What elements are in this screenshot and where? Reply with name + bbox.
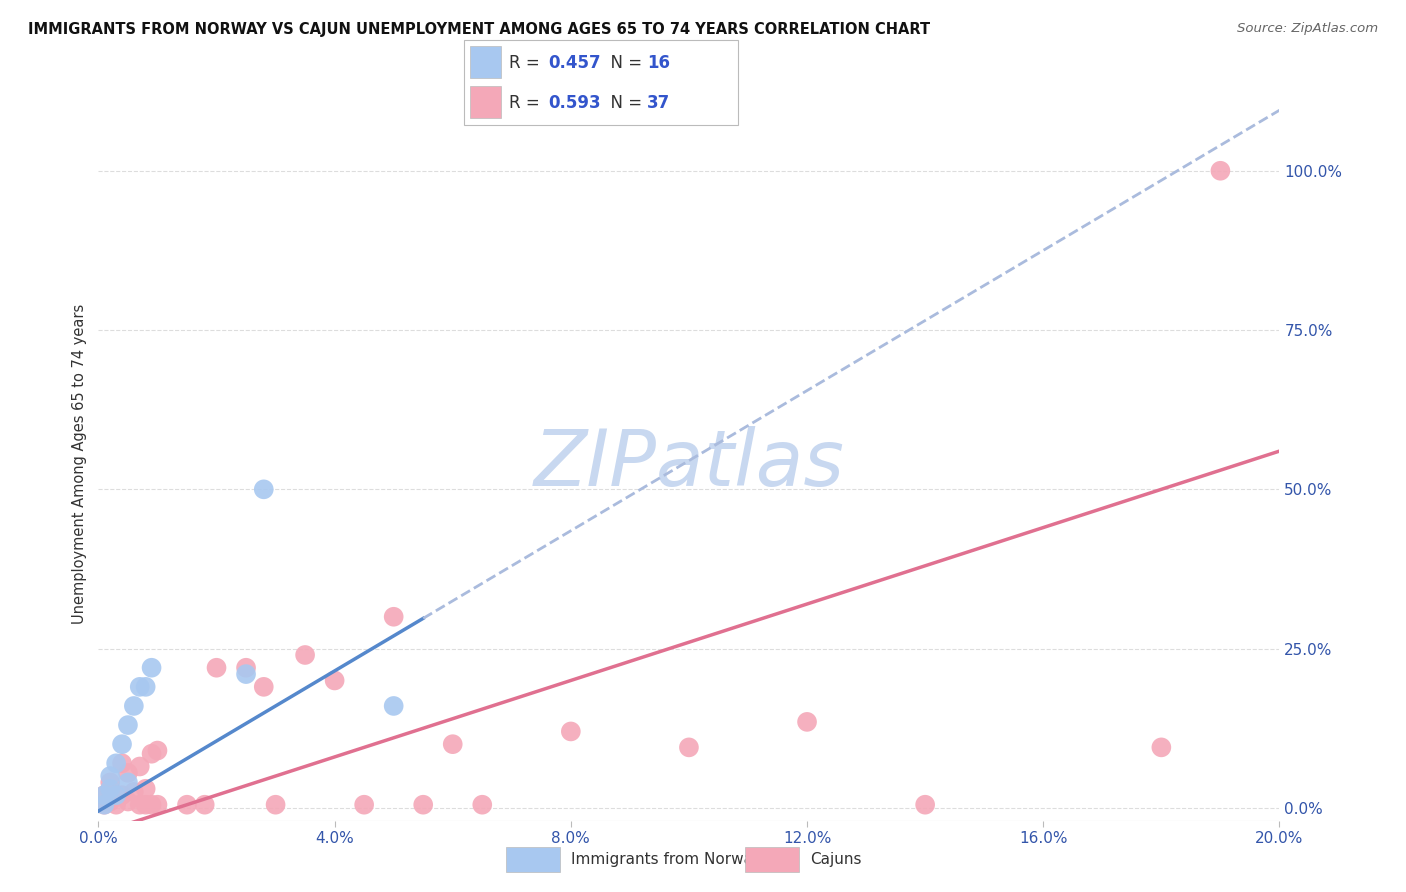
Point [122,698,145,713]
Text: IMMIGRANTS FROM NORWAY VS CAJUN UNEMPLOYMENT AMONG AGES 65 TO 74 YEARS CORRELATI: IMMIGRANTS FROM NORWAY VS CAJUN UNEMPLOY… [28,22,931,37]
Point [111,756,134,771]
Text: Immigrants from Norway: Immigrants from Norway [571,853,762,867]
Point [105,788,128,802]
Point [141,797,163,812]
Point [111,737,134,751]
Text: Cajuns: Cajuns [810,853,862,867]
Point [1209,163,1232,178]
Point [264,797,287,812]
Point [194,797,217,812]
Point [93,788,115,802]
Point [235,667,257,681]
Point [678,740,700,755]
Point [128,680,150,694]
Point [128,759,150,773]
Point [98,795,121,809]
Point [796,714,818,729]
Point [111,788,134,802]
Point [382,698,405,713]
Point [253,680,276,694]
Point [560,724,582,739]
Point [176,797,198,812]
Point [141,661,163,675]
Point [205,661,228,675]
Point [441,737,464,751]
Point [353,797,375,812]
Point [382,609,405,624]
Point [93,797,115,812]
Point [105,756,128,771]
Point [117,795,139,809]
Text: ZIPatlas: ZIPatlas [533,425,845,502]
Point [323,673,346,688]
Point [117,775,139,789]
Point [294,648,316,662]
Text: N =: N = [600,54,648,72]
Point [235,661,257,675]
Point [141,747,163,761]
Text: 16: 16 [647,54,669,72]
Point [98,775,121,789]
Point [146,797,169,812]
Point [93,797,115,812]
Text: N =: N = [600,94,648,112]
Point [135,797,157,812]
Point [128,797,150,812]
Text: 0.593: 0.593 [548,94,600,112]
Y-axis label: Unemployment Among Ages 65 to 74 years: Unemployment Among Ages 65 to 74 years [72,303,87,624]
Point [914,797,936,812]
Text: 37: 37 [647,94,671,112]
Point [98,781,121,796]
Point [117,765,139,780]
Point [146,743,169,757]
Point [135,680,157,694]
Point [412,797,434,812]
Point [122,785,145,799]
Text: R =: R = [509,54,546,72]
Text: 0.457: 0.457 [548,54,600,72]
Point [135,781,157,796]
Point [1150,740,1173,755]
Point [105,797,128,812]
Point [93,788,115,802]
Point [471,797,494,812]
Text: Source: ZipAtlas.com: Source: ZipAtlas.com [1237,22,1378,36]
Point [98,769,121,783]
Point [117,718,139,732]
Text: R =: R = [509,94,546,112]
Point [253,483,276,497]
